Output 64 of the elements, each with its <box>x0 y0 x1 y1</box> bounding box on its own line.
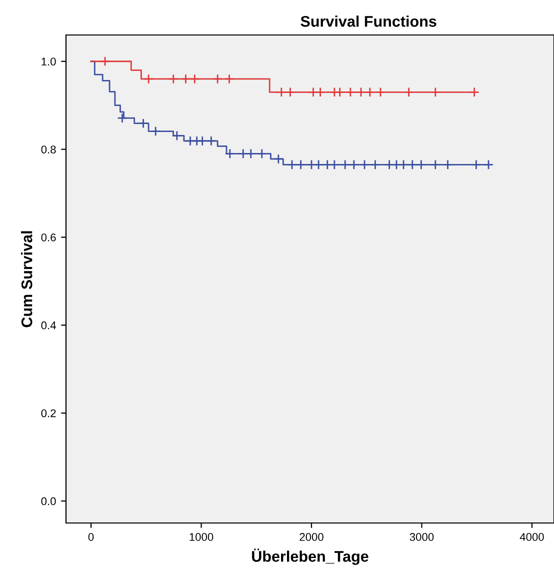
point <box>190 74 200 84</box>
point <box>138 118 148 128</box>
point <box>224 74 234 84</box>
point <box>206 136 216 146</box>
point <box>404 87 414 98</box>
point <box>416 160 426 170</box>
point <box>285 87 296 98</box>
point <box>391 160 402 170</box>
point <box>483 160 494 170</box>
x-tick-label: 4000 <box>520 533 544 541</box>
point <box>340 160 350 170</box>
x-tick-label: 1000 <box>190 533 214 541</box>
point <box>348 160 360 170</box>
y-tick-label: 1.0 <box>42 58 56 66</box>
point <box>471 160 482 170</box>
point <box>212 74 223 84</box>
point <box>100 56 110 66</box>
y-tick-label: 0.6 <box>41 234 56 242</box>
y-tick-label: 0.0 <box>41 497 56 506</box>
point <box>224 148 236 159</box>
point <box>398 160 409 170</box>
point <box>197 136 208 146</box>
point <box>143 74 154 84</box>
point <box>180 74 191 84</box>
point <box>407 160 418 170</box>
point <box>172 130 182 141</box>
point <box>322 160 332 170</box>
point <box>364 87 375 98</box>
y-tick-label: 0.4 <box>41 321 56 330</box>
point <box>273 154 284 164</box>
point <box>384 160 394 170</box>
point <box>345 87 356 98</box>
point <box>315 87 326 98</box>
point <box>430 87 440 98</box>
x-tick-label: 3000 <box>410 533 434 541</box>
point <box>276 87 286 98</box>
point <box>356 87 366 98</box>
point <box>359 160 370 170</box>
point <box>185 136 196 146</box>
point <box>375 87 386 98</box>
point <box>286 160 298 170</box>
point <box>168 74 178 84</box>
point <box>308 87 318 98</box>
point <box>334 87 345 98</box>
point <box>238 148 248 159</box>
point <box>306 160 317 170</box>
chart-title: Survival Functions <box>300 16 436 27</box>
point <box>256 148 267 159</box>
point <box>370 160 380 170</box>
x-tick-label: 2000 <box>300 533 324 541</box>
point <box>469 87 480 98</box>
x-axis-title: Überleben_Tage <box>252 548 368 565</box>
point <box>117 113 128 124</box>
point <box>442 160 453 170</box>
point <box>313 160 324 170</box>
point <box>246 148 256 159</box>
point <box>430 160 440 170</box>
y-tick-label: 0.2 <box>41 409 56 418</box>
point <box>150 126 161 136</box>
x-tick-label: 0 <box>88 533 94 541</box>
point <box>296 160 306 170</box>
y-axis-title: Cum Survival <box>21 231 32 328</box>
y-tick-label: 0.8 <box>41 146 56 154</box>
point <box>329 160 340 170</box>
